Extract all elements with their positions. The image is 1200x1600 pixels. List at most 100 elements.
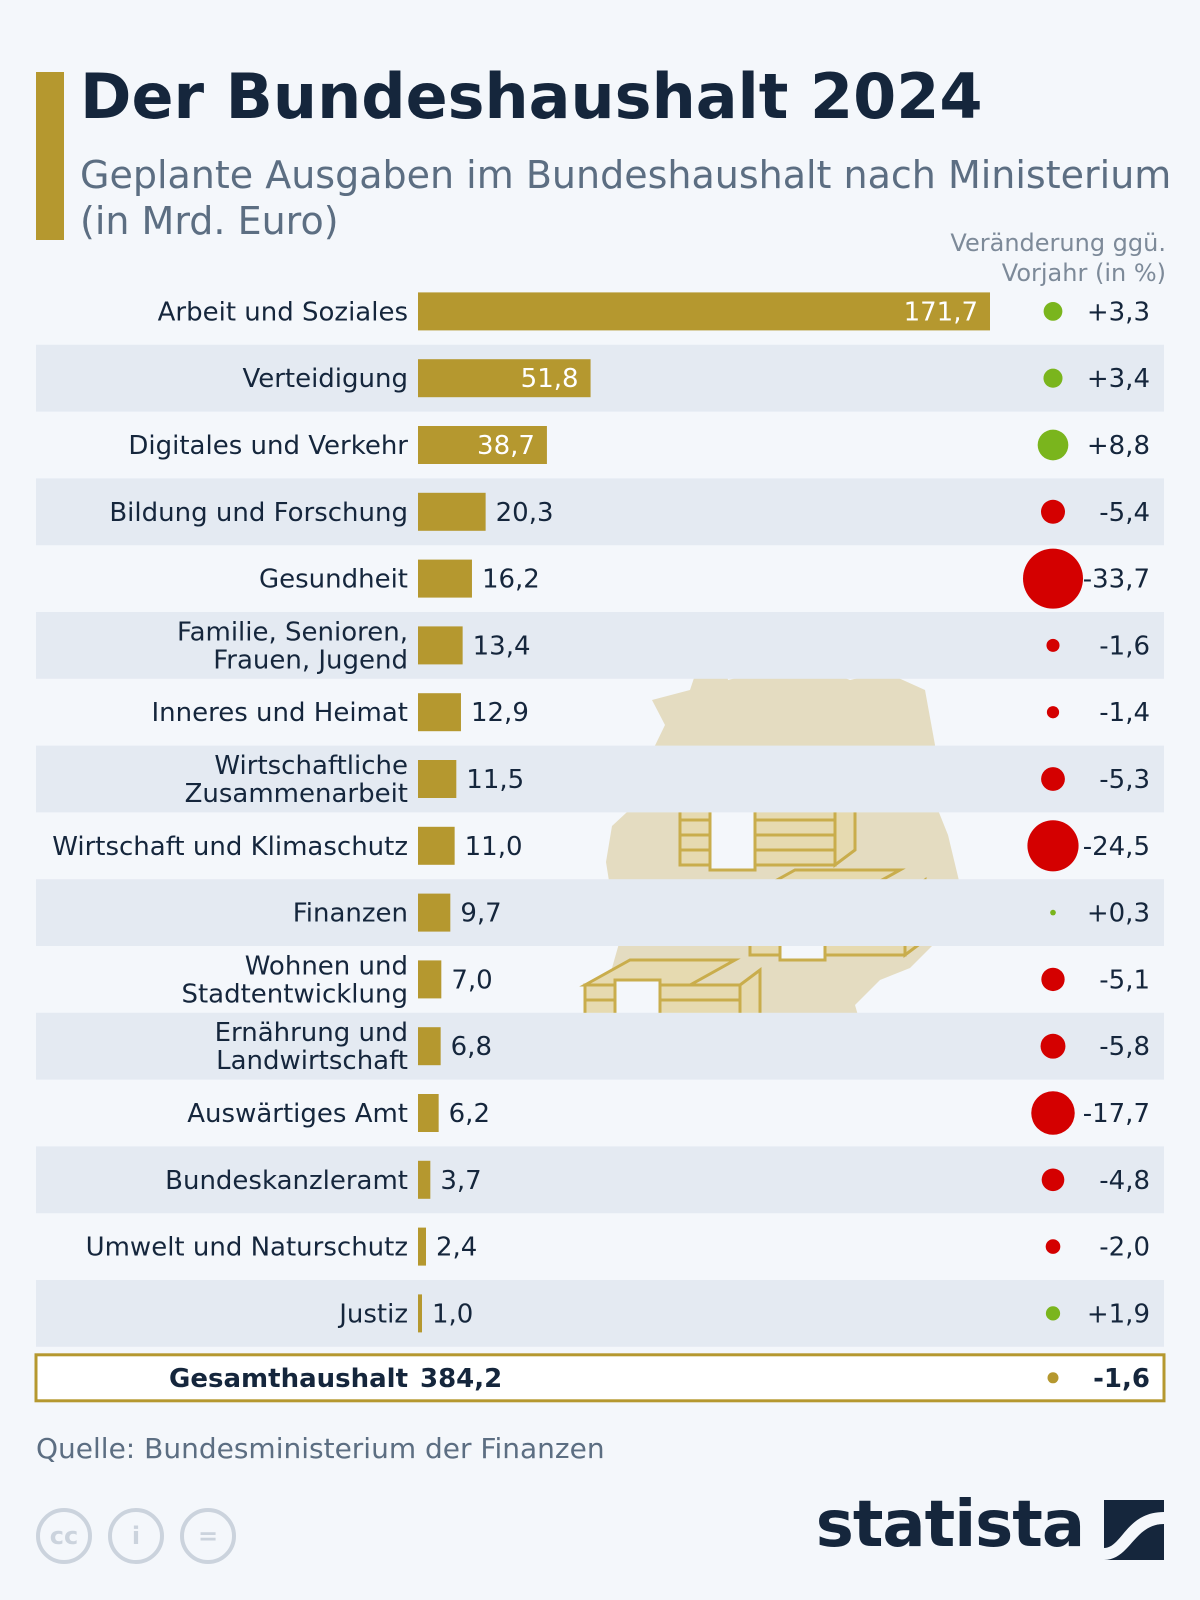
change-column-header: Veränderung ggü. Vorjahr (in %) (906, 228, 1166, 288)
bar (418, 359, 591, 398)
category-label: Umwelt und Naturschutz (86, 1233, 408, 1263)
no-derivatives-icon[interactable]: = (180, 1508, 236, 1564)
category-label: Inneres und Heimat (152, 698, 409, 728)
change-dot (1045, 1306, 1061, 1321)
total-change-label: -1,6 (1093, 1364, 1150, 1394)
row-stripe (36, 879, 1164, 946)
change-label: -24,5 (1083, 832, 1150, 862)
change-header-line-1: Veränderung ggü. (950, 229, 1166, 257)
category-label: Auswärtiges Amt (187, 1099, 408, 1129)
row-stripe (36, 745, 1164, 813)
value-label: 171,7 (904, 297, 978, 327)
category-label: Justiz (337, 1299, 408, 1329)
value-label: 11,0 (465, 832, 523, 862)
category-label: Wohnen und (245, 951, 408, 981)
change-label: -4,8 (1099, 1166, 1150, 1196)
value-label: 51,8 (521, 364, 579, 394)
change-label: -5,4 (1099, 498, 1150, 528)
value-label: 9,7 (460, 899, 501, 929)
change-label: +8,8 (1087, 431, 1150, 461)
category-label: Arbeit und Soziales (158, 297, 408, 327)
attribution-icon[interactable]: i (108, 1508, 164, 1564)
bar (418, 426, 547, 464)
change-dot (1031, 1091, 1075, 1135)
change-dot (1023, 548, 1083, 609)
bar (418, 1027, 441, 1066)
total-row (34, 1353, 1166, 1403)
change-dot (1050, 909, 1056, 916)
row-stripe (36, 478, 1164, 546)
change-dot (1041, 967, 1065, 992)
total-change-dot (1047, 1372, 1059, 1384)
category-label: Landwirtschaft (216, 1046, 408, 1076)
change-label: -2,0 (1099, 1233, 1150, 1263)
category-label: Wirtschaft und Klimaschutz (52, 832, 408, 862)
value-label: 16,2 (482, 565, 540, 595)
value-label: 13,4 (473, 631, 531, 661)
change-label: -33,7 (1083, 565, 1150, 595)
total-label: Gesamthaushalt (169, 1364, 408, 1394)
category-label: Finanzen (293, 899, 408, 929)
row-stripe (36, 1280, 1164, 1347)
cc-icon[interactable]: cc (36, 1508, 92, 1564)
change-label: -5,3 (1099, 765, 1150, 795)
value-label: 20,3 (496, 498, 554, 528)
page-title: Der Bundeshaushalt 2024 (80, 60, 983, 133)
bar (418, 693, 461, 732)
bar (418, 826, 455, 865)
change-dot (1043, 368, 1063, 388)
change-label: +1,9 (1087, 1299, 1150, 1329)
bar (418, 1294, 422, 1333)
change-label: +3,3 (1087, 297, 1150, 327)
bar (418, 1094, 439, 1132)
title-accent-bar (36, 72, 64, 240)
bar (418, 492, 486, 531)
category-label: Digitales und Verkehr (128, 431, 408, 461)
change-dot (1040, 1033, 1066, 1059)
row-stripe (36, 612, 1164, 679)
value-label: 3,7 (440, 1166, 481, 1196)
value-label: 2,4 (436, 1233, 477, 1263)
value-label: 6,8 (451, 1032, 492, 1062)
category-label: Bildung und Forschung (109, 498, 408, 528)
value-label: 7,0 (451, 965, 492, 995)
category-label: Bundeskanzleramt (165, 1166, 408, 1196)
value-label: 6,2 (449, 1099, 490, 1129)
bar (418, 1160, 431, 1199)
category-label: Gesundheit (259, 565, 408, 595)
source-note: Quelle: Bundesministerium der Finanzen (36, 1432, 605, 1465)
row-stripe (36, 344, 1164, 412)
change-dot (1046, 706, 1060, 719)
bar (418, 960, 442, 999)
change-label: -5,8 (1099, 1032, 1150, 1062)
change-label: -1,6 (1099, 631, 1150, 661)
bar (418, 893, 451, 932)
change-dot (1027, 820, 1079, 872)
value-label: 1,0 (432, 1299, 473, 1329)
category-label: Verteidigung (242, 364, 408, 394)
change-dot (1041, 1168, 1065, 1192)
bar (418, 292, 990, 331)
change-label: +3,4 (1087, 364, 1150, 394)
bar (418, 626, 463, 665)
change-dot (1040, 499, 1066, 524)
change-dot (1043, 302, 1063, 321)
category-label: Zusammenarbeit (185, 779, 408, 809)
change-label: +0,3 (1087, 899, 1150, 929)
change-label: -1,4 (1099, 698, 1150, 728)
brand-wordmark: statista (815, 1488, 1085, 1562)
change-header-line-2: Vorjahr (in %) (1001, 259, 1166, 287)
change-label: -17,7 (1083, 1099, 1150, 1129)
value-label: 38,7 (477, 431, 535, 461)
total-value: 384,2 (420, 1364, 502, 1394)
statista-mark-icon (1104, 1500, 1164, 1560)
change-label: -5,1 (1099, 965, 1150, 995)
bar (418, 1227, 426, 1266)
value-label: 11,5 (466, 765, 524, 795)
page-subtitle: Geplante Ausgaben im Bundeshaushalt nach… (80, 153, 1172, 243)
change-dot (1045, 1239, 1061, 1254)
bar (418, 559, 472, 598)
category-label: Wirtschaftliche (214, 751, 408, 781)
change-dot (1037, 429, 1069, 461)
